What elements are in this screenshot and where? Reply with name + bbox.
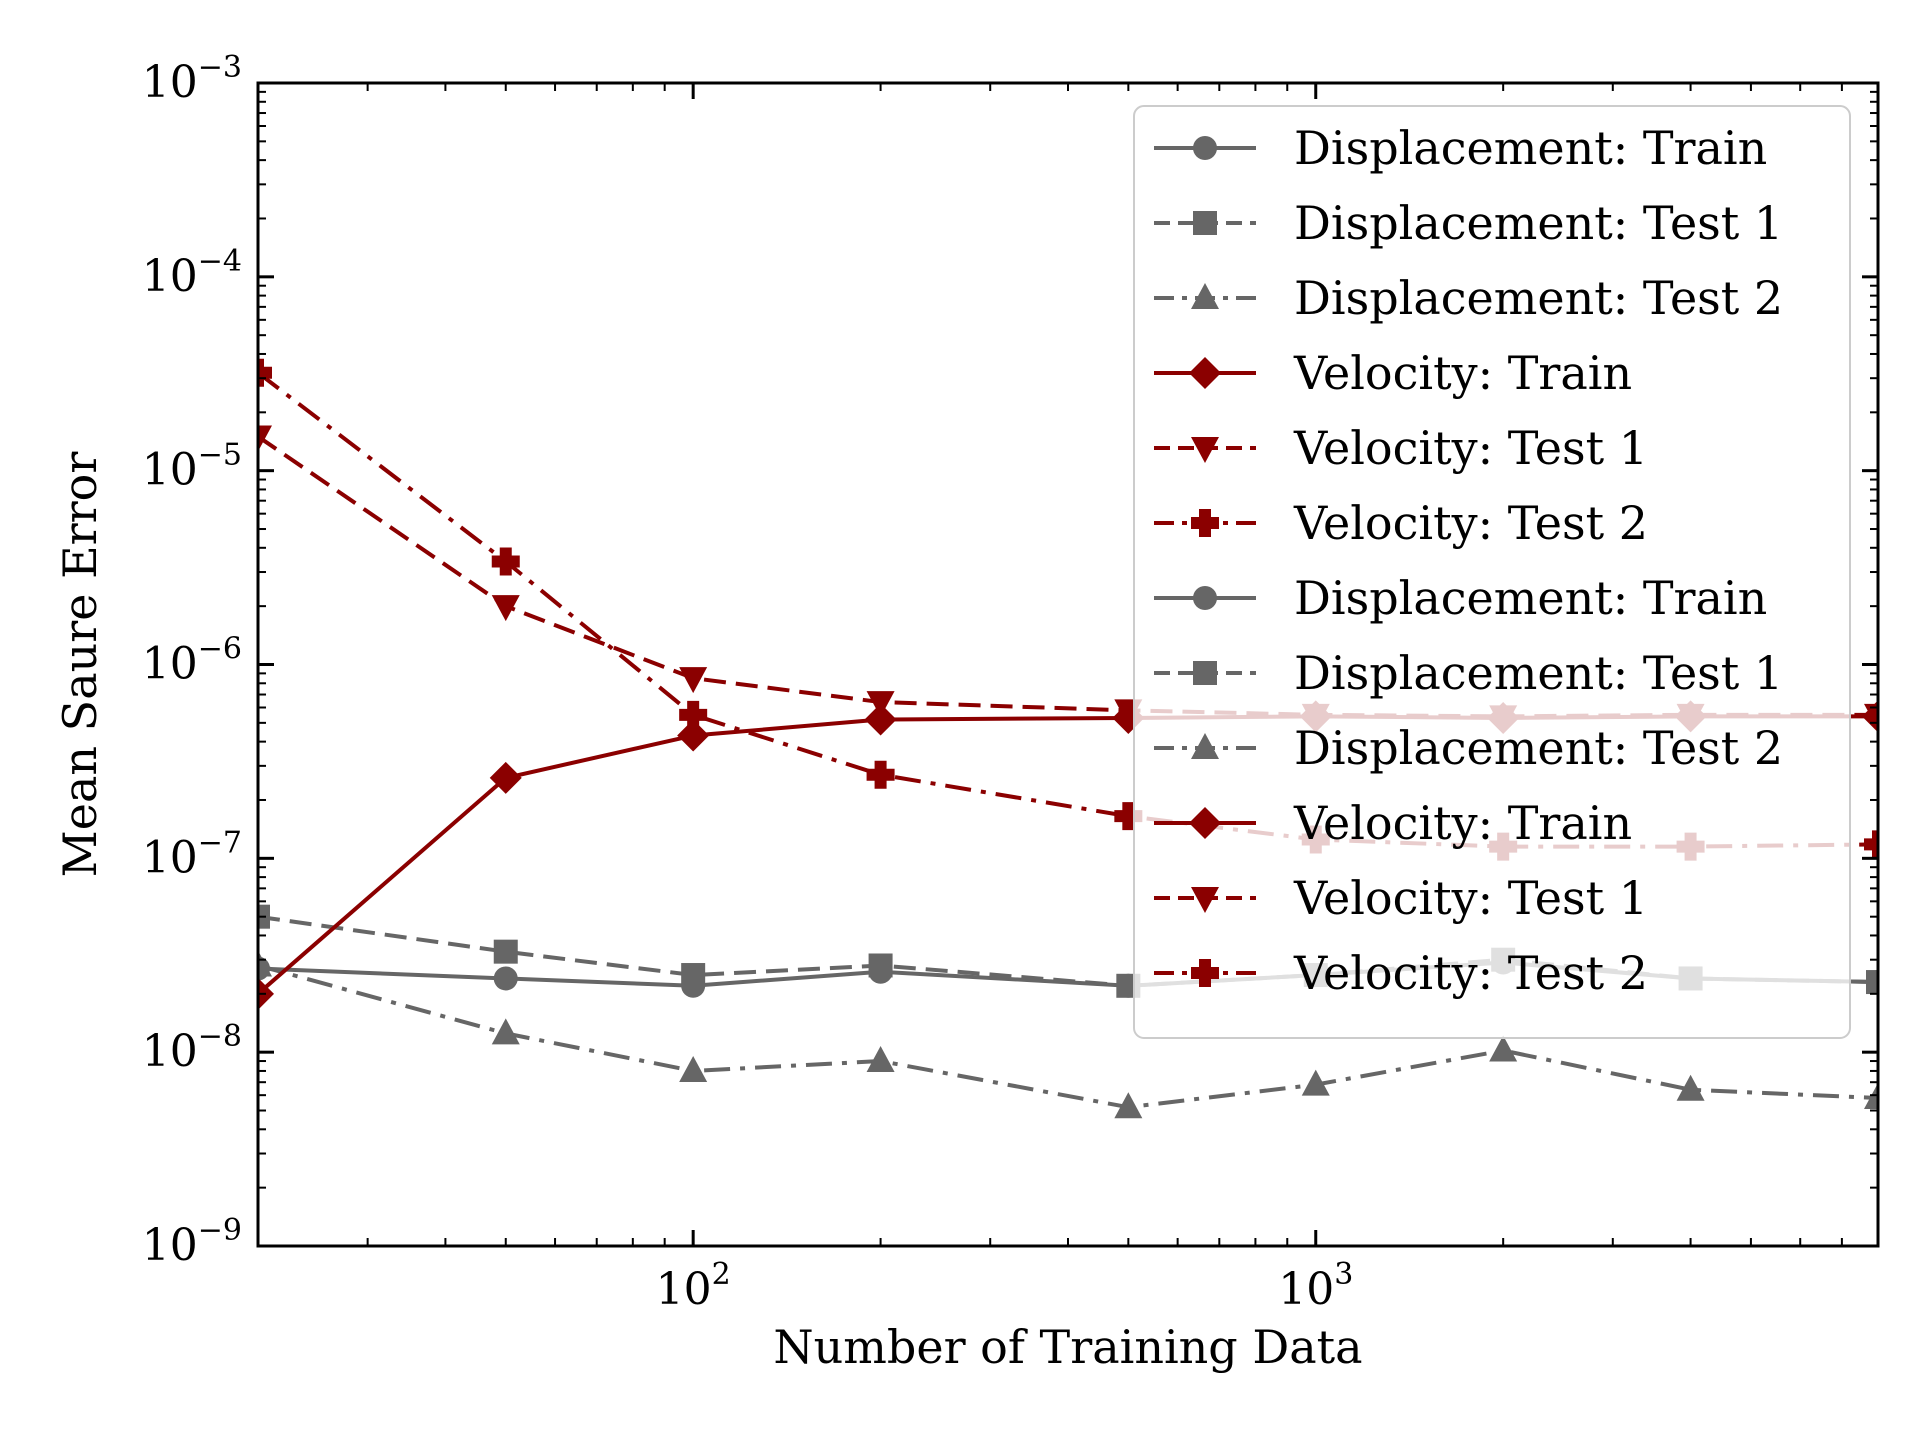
series-2-point-9	[1866, 970, 1878, 995]
y-tick-label-5: 10−5	[142, 438, 242, 496]
legend-entry-8-marker	[1193, 661, 1217, 685]
legend-entry-2-marker	[1193, 211, 1217, 235]
y-tick-label-2: 10−8	[142, 1019, 242, 1077]
series-6-point-3	[679, 700, 708, 729]
legend-entry-12-marker	[1191, 959, 1219, 987]
series-3-point-5	[1114, 1092, 1143, 1119]
legend-entry-12: Velocity: Test 2	[1154, 946, 1648, 1000]
legend-entry-3-label: Displacement: Test 2	[1294, 271, 1783, 325]
y-tick-label-4: 10−6	[142, 632, 242, 690]
series-6-point-4	[866, 760, 895, 789]
legend-entry-8: Displacement: Test 1	[1154, 646, 1783, 700]
legend-entry-7-label: Displacement: Train	[1294, 571, 1767, 625]
y-tick-label-6: 10−4	[142, 244, 242, 302]
legend-entry-9-label: Displacement: Test 2	[1294, 721, 1783, 775]
series-5-point-2	[491, 595, 520, 622]
legend-entry-9-marker	[1191, 733, 1219, 759]
legend-entry-6-label: Velocity: Test 2	[1293, 496, 1648, 550]
series-1-point-2	[493, 966, 518, 991]
series-6-point-1	[258, 358, 272, 387]
series-3-point-1	[258, 950, 272, 977]
legend-entry-7-marker	[1193, 586, 1217, 610]
series-3-point-7	[1489, 1035, 1518, 1062]
y-axis-title: Mean Saure Error	[53, 452, 107, 878]
x-tick-label-1: 102	[656, 1257, 731, 1315]
legend-entry-5-marker	[1191, 437, 1219, 463]
legend-entry-6-marker	[1191, 509, 1219, 537]
legend-entry-10: Velocity: Train	[1154, 796, 1632, 850]
legend-entry-3-marker	[1191, 283, 1219, 309]
x-axis-title: Number of Training Data	[773, 1320, 1362, 1374]
series-3-point-3	[679, 1055, 708, 1082]
legend-frame	[1133, 105, 1851, 1039]
series-3-point-8	[1676, 1074, 1705, 1101]
legend-entry-4-marker	[1189, 357, 1221, 389]
y-tick-label-3: 10−7	[142, 825, 242, 883]
series-4-point-3	[677, 719, 710, 752]
series-4-point-4	[864, 703, 897, 736]
legend-entry-10-marker	[1189, 807, 1221, 839]
legend-entry-5: Velocity: Test 1	[1154, 421, 1648, 475]
legend-entry-11-marker	[1191, 887, 1219, 913]
series-6-point-9	[1864, 830, 1878, 859]
legend-entry-5-label: Velocity: Test 1	[1293, 421, 1648, 475]
legend-entry-1-marker	[1193, 136, 1217, 160]
series-5-point-1	[258, 425, 272, 452]
series-2-point-3	[681, 963, 706, 988]
legend: Displacement: Train Displacement: Test 1 D…	[1133, 105, 1851, 1039]
legend-entry-2: Displacement: Test 1	[1154, 196, 1783, 250]
series-2-point-2	[493, 939, 518, 964]
series-2-point-4	[868, 953, 893, 978]
legend-entry-2-label: Displacement: Test 1	[1294, 196, 1783, 250]
series-3-point-4	[866, 1046, 895, 1073]
legend-entry-9: Displacement: Test 2	[1154, 721, 1783, 775]
series-6-point-2	[491, 547, 520, 576]
legend-entry-3: Displacement: Test 2	[1154, 271, 1783, 325]
legend-entry-12-label: Velocity: Test 2	[1293, 946, 1648, 1000]
series-3-point-2	[491, 1018, 520, 1045]
series-5-point-4	[866, 691, 895, 718]
legend-entry-1-label: Displacement: Train	[1294, 121, 1767, 175]
series-5-point-3	[679, 667, 708, 694]
legend-entry-10-label: Velocity: Train	[1293, 796, 1632, 850]
y-tick-label-7: 10−3	[142, 50, 242, 108]
legend-entry-6: Velocity: Test 2	[1154, 496, 1648, 550]
y-tick-label-1: 10−9	[142, 1213, 242, 1271]
legend-entry-1: Displacement: Train	[1154, 121, 1767, 175]
x-tick-label-2: 103	[1278, 1257, 1353, 1315]
legend-entry-11-label: Velocity: Test 1	[1293, 871, 1648, 925]
legend-entry-4-label: Velocity: Train	[1293, 346, 1632, 400]
series-4-point-2	[489, 761, 522, 794]
legend-entry-11: Velocity: Test 1	[1154, 871, 1648, 925]
legend-entry-8-label: Displacement: Test 1	[1294, 646, 1783, 700]
series-6-point-5	[1114, 802, 1143, 831]
legend-entry-7: Displacement: Train	[1154, 571, 1767, 625]
legend-entry-4: Velocity: Train	[1154, 346, 1632, 400]
axes: 10−9 10−8 10−7 10−6 10−5 10−4 10−3 102 103	[142, 50, 1880, 1315]
series-3-point-6	[1301, 1069, 1330, 1096]
